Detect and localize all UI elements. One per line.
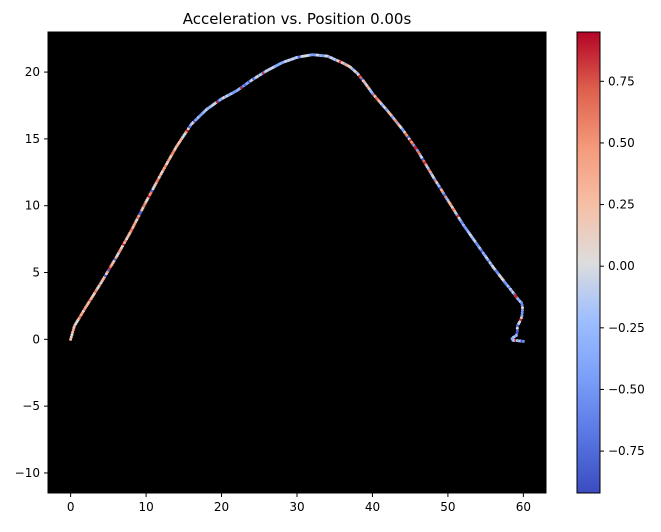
- x-tick-label: 50: [440, 500, 455, 514]
- y-tick-label: 10: [25, 199, 40, 213]
- y-axis: −10 −5 0 5 10 15 20: [15, 65, 48, 480]
- scatter-point: [515, 324, 519, 328]
- scatter-point: [515, 326, 519, 330]
- scatter-point: [70, 333, 74, 337]
- scatter-point: [515, 329, 519, 333]
- colorbar-tick-label: −0.25: [608, 321, 645, 335]
- colorbar-tick-label: 0.75: [608, 74, 635, 88]
- colorbar-tick-label: 0.25: [608, 198, 635, 212]
- scatter-point: [69, 335, 73, 339]
- y-tick-label: 5: [32, 266, 40, 280]
- x-tick-label: 0: [67, 500, 75, 514]
- x-tick-label: 40: [365, 500, 380, 514]
- scatter-point: [69, 337, 73, 341]
- y-tick-label: 15: [25, 132, 40, 146]
- colorbar-gradient: [576, 31, 601, 494]
- scatter-point: [520, 314, 524, 318]
- scatter-point: [520, 303, 524, 307]
- plot-area: [48, 32, 546, 493]
- colorbar-ticks: −0.75 −0.50 −0.25 0.00 0.25 0.50 0.75: [600, 74, 645, 458]
- scatter-point: [520, 311, 524, 315]
- x-tick-label: 60: [516, 500, 531, 514]
- scatter-point: [71, 328, 75, 332]
- colorbar: −0.75 −0.50 −0.25 0.00 0.25 0.50 0.75: [576, 31, 645, 494]
- y-tick-label: 0: [32, 332, 40, 346]
- colorbar-tick-label: −0.50: [608, 382, 645, 396]
- y-tick-label: −10: [15, 466, 40, 480]
- colorbar-tick-label: 0.50: [608, 136, 635, 150]
- y-tick-label: 20: [25, 65, 40, 79]
- y-tick-label: −5: [22, 399, 40, 413]
- x-axis: 0 10 20 30 40 50 60: [67, 493, 531, 514]
- scatter-point: [520, 301, 524, 305]
- scatter-point: [71, 330, 75, 334]
- x-tick-label: 10: [138, 500, 153, 514]
- colorbar-tick-label: −0.75: [608, 444, 645, 458]
- chart-title: Acceleration vs. Position 0.00s: [183, 10, 412, 28]
- scatter-points: [69, 53, 525, 343]
- scatter-point: [521, 339, 525, 343]
- colorbar-tick-label: 0.00: [608, 259, 635, 273]
- scatter-point: [520, 308, 524, 312]
- scatter-point: [520, 306, 524, 310]
- x-tick-label: 20: [214, 500, 229, 514]
- x-tick-label: 30: [289, 500, 304, 514]
